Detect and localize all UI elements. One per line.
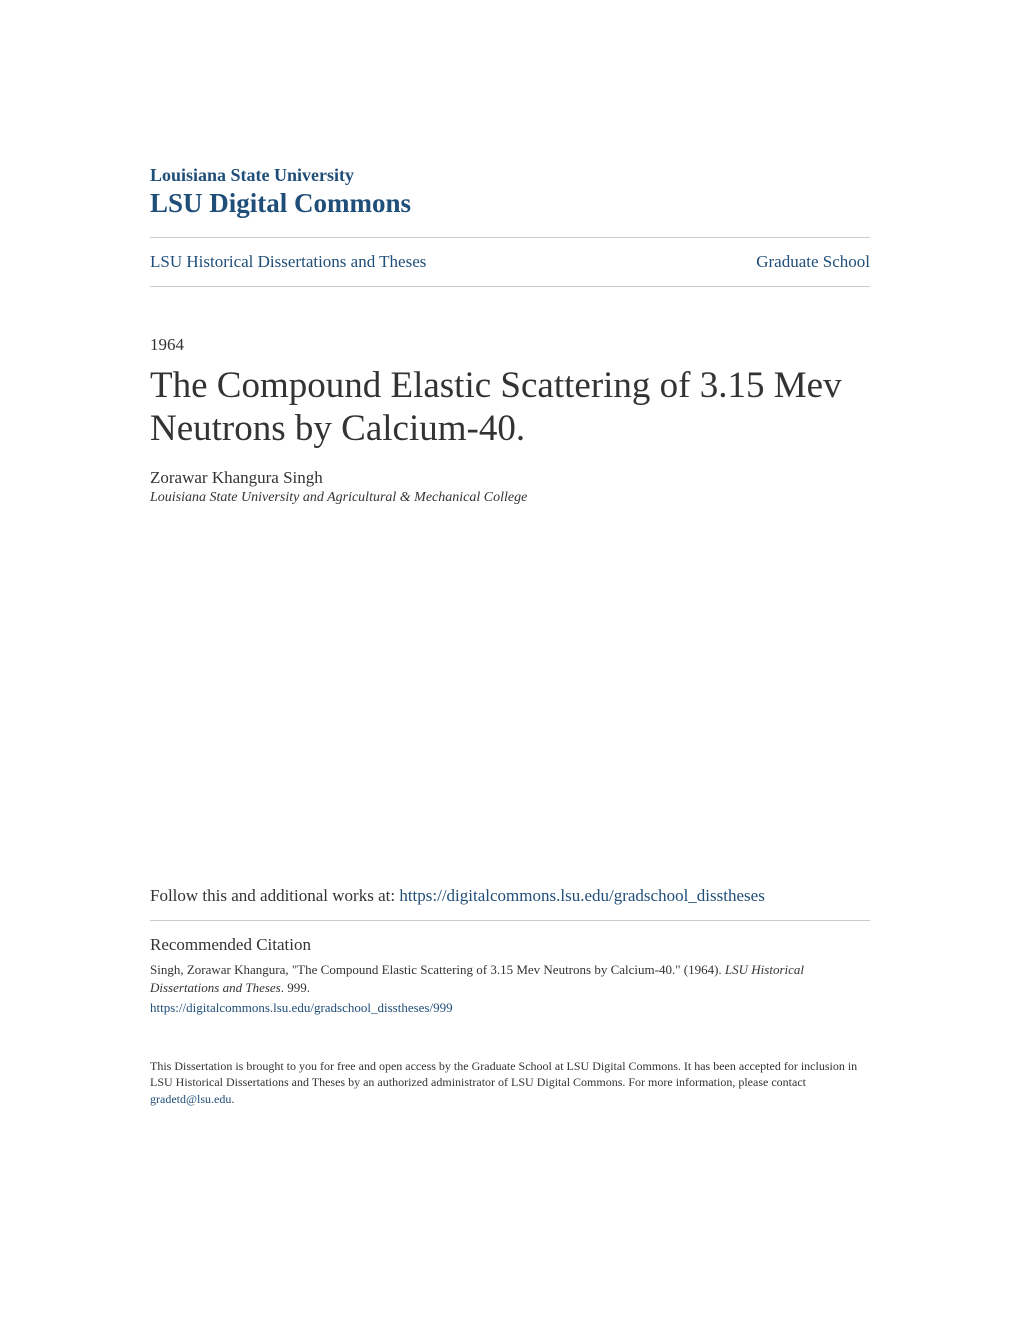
follow-section: Follow this and additional works at: htt… <box>150 886 870 906</box>
institution-name: Louisiana State University <box>150 165 870 186</box>
author-affiliation: Louisiana State University and Agricultu… <box>150 490 870 506</box>
divider-breadcrumb <box>150 286 870 287</box>
breadcrumb: LSU Historical Dissertations and Theses … <box>150 238 870 286</box>
follow-link[interactable]: https://digitalcommons.lsu.edu/gradschoo… <box>399 886 764 905</box>
footer-text: This Dissertation is brought to you for … <box>150 1058 870 1108</box>
footer-suffix: . <box>231 1092 234 1106</box>
publication-year: 1964 <box>150 335 870 355</box>
follow-prefix: Follow this and additional works at: <box>150 886 399 905</box>
citation-url[interactable]: https://digitalcommons.lsu.edu/gradschoo… <box>150 999 870 1017</box>
footer-email[interactable]: gradetd@lsu.edu <box>150 1092 231 1106</box>
citation-part2: . 999. <box>281 980 310 995</box>
author-name: Zorawar Khangura Singh <box>150 468 870 488</box>
repository-name[interactable]: LSU Digital Commons <box>150 188 870 219</box>
school-link[interactable]: Graduate School <box>756 252 870 272</box>
citation-part1: Singh, Zorawar Khangura, "The Compound E… <box>150 962 725 977</box>
divider-citation <box>150 920 870 921</box>
page-header: Louisiana State University LSU Digital C… <box>150 165 870 219</box>
collection-link[interactable]: LSU Historical Dissertations and Theses <box>150 252 426 272</box>
document-title: The Compound Elastic Scattering of 3.15 … <box>150 365 870 450</box>
citation-heading: Recommended Citation <box>150 935 870 955</box>
footer-body: This Dissertation is brought to you for … <box>150 1059 857 1090</box>
citation-text: Singh, Zorawar Khangura, "The Compound E… <box>150 961 870 1018</box>
